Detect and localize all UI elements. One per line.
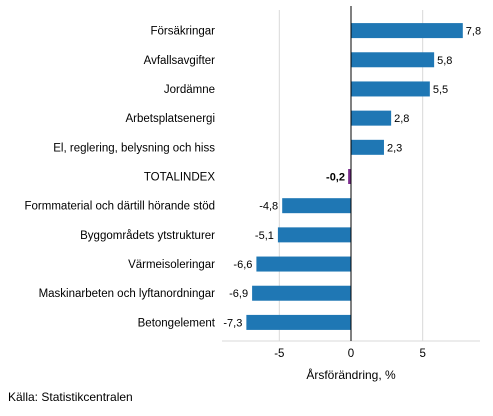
value-label: 2,8 bbox=[394, 113, 409, 125]
value-label: -5,1 bbox=[255, 230, 274, 242]
value-label: -7,3 bbox=[223, 317, 242, 329]
labels-layer: Försäkringar 7,8 Avfallsavgifter 5,8 Jordämn… bbox=[25, 26, 482, 330]
value-label: -6,6 bbox=[233, 259, 252, 271]
value-label: 5,8 bbox=[437, 55, 452, 67]
bars-layer bbox=[246, 23, 463, 330]
category-label: Arbetsplatsenergi bbox=[126, 113, 216, 125]
x-tick-label: -5 bbox=[274, 348, 284, 360]
value-label: -0,2 bbox=[326, 172, 345, 184]
x-tick-label: 0 bbox=[348, 348, 354, 360]
x-axis-title: Årsförändring, % bbox=[306, 367, 396, 382]
category-label: Formmaterial och därtill hörande stöd bbox=[25, 201, 215, 213]
value-label: -6,9 bbox=[229, 288, 248, 300]
bar bbox=[351, 139, 384, 155]
category-label: Byggområdets ytstrukturer bbox=[80, 230, 215, 242]
bar bbox=[351, 52, 435, 68]
axis-layer: -5 0 5 bbox=[222, 6, 480, 360]
category-label: Avfallsavgifter bbox=[144, 55, 216, 67]
x-tick-label: 5 bbox=[419, 348, 425, 360]
category-label: El, reglering, belysning och hiss bbox=[53, 142, 215, 154]
bar bbox=[256, 256, 351, 272]
category-label: TOTALINDEX bbox=[144, 172, 215, 184]
category-label: Betongelement bbox=[138, 317, 216, 329]
bar bbox=[252, 285, 351, 301]
value-label: -4,8 bbox=[259, 201, 278, 213]
bar bbox=[282, 198, 351, 214]
bar bbox=[246, 314, 351, 330]
bar-chart: Försäkringar 7,8 Avfallsavgifter 5,8 Jordämn… bbox=[25, 6, 482, 382]
bar bbox=[351, 23, 463, 39]
category-label: Försäkringar bbox=[150, 26, 215, 38]
source-note: Källa: Statistikcentralen bbox=[8, 390, 133, 404]
bar bbox=[277, 227, 351, 243]
category-label: Jordämne bbox=[164, 84, 215, 96]
value-label: 7,8 bbox=[466, 26, 481, 38]
bar bbox=[351, 110, 392, 126]
bar bbox=[348, 169, 351, 184]
value-label: 2,3 bbox=[387, 142, 402, 154]
category-label: Värmeisoleringar bbox=[128, 259, 215, 271]
bar bbox=[351, 81, 430, 97]
category-label: Maskinarbeten och lyftanordningar bbox=[39, 288, 216, 300]
value-label: 5,5 bbox=[433, 84, 448, 96]
